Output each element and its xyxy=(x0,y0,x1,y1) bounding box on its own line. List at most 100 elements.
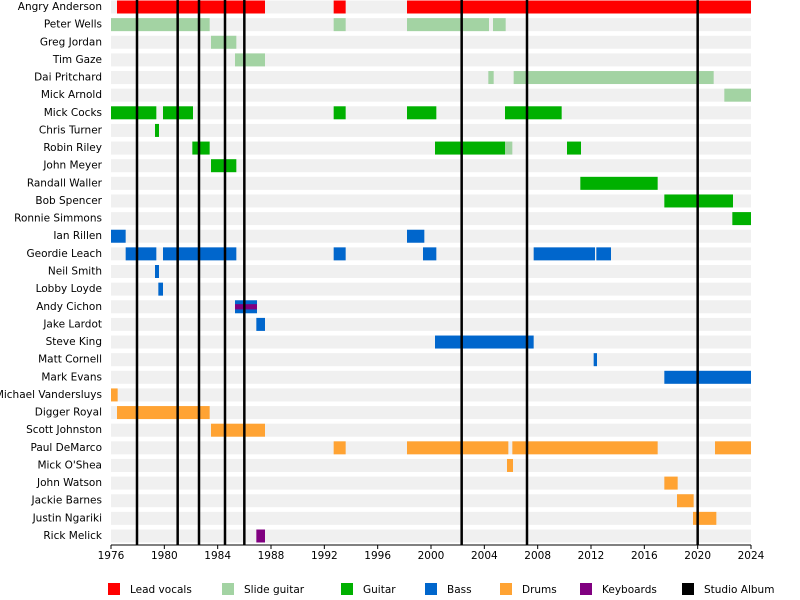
x-tick-label: 1980 xyxy=(151,550,178,562)
legend-swatch xyxy=(682,583,694,595)
row-band xyxy=(111,529,751,543)
member-label: Matt Cornell xyxy=(38,354,102,366)
span-bar xyxy=(256,317,265,331)
span-bar xyxy=(407,106,437,120)
row-band xyxy=(111,406,751,420)
span-bar xyxy=(715,441,751,455)
legend-label: Guitar xyxy=(363,584,396,596)
member-label: Angry Anderson xyxy=(18,1,102,13)
span-bar xyxy=(505,141,513,155)
member-label: Mick Cocks xyxy=(44,107,102,119)
span-bar xyxy=(333,0,346,14)
row-band xyxy=(111,300,751,314)
legend-label: Slide guitar xyxy=(244,584,305,596)
member-label: Mick O'Shea xyxy=(37,459,102,471)
member-label: Dai Pritchard xyxy=(34,72,102,84)
span-bar xyxy=(533,247,595,261)
member-label: John Meyer xyxy=(42,160,102,172)
legend-swatch xyxy=(580,583,592,595)
legend-swatch xyxy=(425,583,437,595)
legend-swatch xyxy=(341,583,353,595)
span-bar xyxy=(333,247,346,261)
member-label: Peter Wells xyxy=(44,19,102,31)
span-bar xyxy=(493,18,506,32)
span-bar xyxy=(677,494,694,508)
member-label: Mark Evans xyxy=(41,371,102,383)
x-tick-label: 2024 xyxy=(738,550,765,562)
span-bar xyxy=(512,441,658,455)
span-bar xyxy=(435,335,534,349)
span-bar xyxy=(111,18,210,32)
legend-swatch xyxy=(108,583,120,595)
member-label: Robin Riley xyxy=(43,142,102,154)
row-band xyxy=(111,35,751,49)
member-label: Ronnie Simmons xyxy=(14,213,102,225)
span-bar xyxy=(125,247,157,261)
span-bar xyxy=(333,18,346,32)
legend-swatch xyxy=(500,583,512,595)
row-band xyxy=(111,212,751,226)
row-band xyxy=(111,494,751,508)
span-bar xyxy=(211,159,237,173)
x-tick-label: 2020 xyxy=(684,550,711,562)
span-bar xyxy=(158,282,163,296)
row-band xyxy=(111,88,751,102)
x-tick-label: 2000 xyxy=(418,550,445,562)
row-band xyxy=(111,388,751,402)
member-label: Greg Jordan xyxy=(40,36,102,48)
row-band xyxy=(111,159,751,173)
span-bar xyxy=(407,229,425,243)
legend-label: Bass xyxy=(447,584,472,596)
x-tick-label: 1976 xyxy=(98,550,125,562)
member-label: John Watson xyxy=(36,477,102,489)
member-label: Randall Waller xyxy=(27,177,103,189)
member-label: Paul DeMarco xyxy=(30,442,102,454)
x-tick-label: 2004 xyxy=(471,550,498,562)
member-label: Jackie Barnes xyxy=(31,495,102,507)
row-band xyxy=(111,194,751,208)
member-label: Rick Melick xyxy=(43,530,103,542)
span-bar xyxy=(488,71,494,85)
member-label: Lobby Loyde xyxy=(36,283,102,295)
span-bar xyxy=(235,53,265,67)
row-band xyxy=(111,458,751,472)
member-label: Chris Turner xyxy=(39,124,103,136)
span-bar xyxy=(117,406,210,420)
row-band xyxy=(111,423,751,437)
x-tick-label: 2016 xyxy=(631,550,658,562)
span-bar xyxy=(567,141,581,155)
span-bar xyxy=(155,265,159,278)
span-bar xyxy=(423,247,437,261)
span-bar xyxy=(596,247,611,261)
member-label: Digger Royal xyxy=(35,407,102,419)
span-bar xyxy=(435,141,505,155)
member-label: Mick Arnold xyxy=(41,89,102,101)
span-bar xyxy=(211,35,237,49)
span-bar xyxy=(407,0,751,14)
legend-label: Lead vocals xyxy=(130,584,192,596)
span-bar xyxy=(111,388,118,402)
row-band xyxy=(111,53,751,67)
legend-label: Studio Album xyxy=(704,584,774,596)
legend-label: Keyboards xyxy=(602,584,657,596)
span-bar xyxy=(593,353,597,367)
member-label: Jake Lardot xyxy=(42,318,102,330)
span-bar xyxy=(111,229,126,243)
row-band xyxy=(111,353,751,367)
span-bar xyxy=(507,458,513,472)
span-bar xyxy=(235,304,257,310)
span-bar xyxy=(155,123,159,137)
span-bar xyxy=(505,106,562,120)
span-bar xyxy=(732,212,751,226)
row-band xyxy=(111,141,751,155)
legend-label: Drums xyxy=(522,584,557,596)
member-label: Andy Cichon xyxy=(36,301,102,313)
row-band xyxy=(111,370,751,384)
x-tick-label: 2012 xyxy=(578,550,605,562)
span-bar xyxy=(111,106,157,120)
member-label: Neil Smith xyxy=(48,266,102,278)
span-bar xyxy=(407,18,489,32)
span-bar xyxy=(333,441,346,455)
span-bar xyxy=(664,370,751,384)
